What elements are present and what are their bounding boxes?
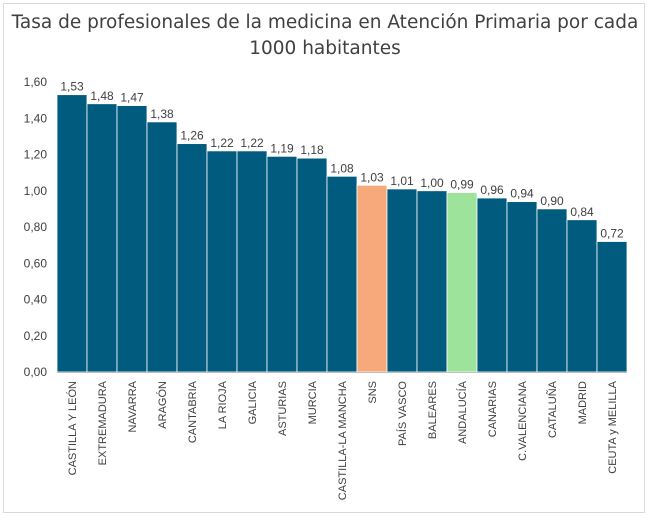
x-tick-label: EXTREMADURA	[97, 380, 109, 465]
x-tick-label: ARAGÓN	[156, 381, 169, 429]
data-label: 1,22	[210, 136, 234, 150]
x-tick-label: CANTABRIA	[187, 380, 199, 443]
chart-title-line-2: 1000 habitantes	[249, 38, 401, 59]
data-label: 1,19	[270, 141, 294, 155]
x-tick-label: SNS	[367, 381, 379, 404]
x-tick-label: ANDALUCÍA	[456, 380, 469, 444]
x-tick-label: CASTILLA Y LEÓN	[66, 381, 79, 475]
data-label: 1,00	[420, 176, 444, 190]
y-tick-label: 0,80	[24, 220, 48, 234]
bar	[146, 121, 178, 373]
bar	[566, 219, 598, 373]
x-tick-label: GALICIA	[247, 380, 259, 424]
y-tick-label: 0,40	[24, 293, 48, 307]
bar	[116, 105, 148, 373]
bar	[236, 150, 268, 373]
data-label: 0,96	[480, 183, 504, 197]
data-label: 1,18	[300, 143, 324, 157]
bar	[296, 157, 328, 373]
x-tick-label: CANARIAS	[487, 381, 499, 437]
y-tick-label: 0,60	[24, 256, 48, 270]
data-label: 1,26	[180, 129, 204, 143]
bar	[266, 155, 298, 373]
x-tick-label: CEUTA y MELILLA	[607, 380, 619, 473]
data-label: 0,90	[540, 194, 564, 208]
x-tick-label: MADRID	[577, 381, 589, 424]
chart-title: Tasa de profesionales de la medicina en …	[0, 10, 650, 62]
data-label: 1,03	[360, 170, 384, 184]
x-tick-label: CATALUÑA	[546, 380, 559, 438]
x-tick-label: CASTILLA-LA MANCHA	[337, 380, 349, 500]
data-label: 1,48	[90, 89, 114, 103]
bar	[86, 103, 118, 373]
bar	[416, 190, 448, 373]
bar	[506, 201, 538, 373]
bar	[596, 241, 628, 373]
chart-title-line-1: Tasa de profesionales de la medicina en …	[11, 12, 639, 33]
data-label: 1,47	[120, 91, 144, 105]
x-tick-label: ASTURIAS	[277, 381, 289, 436]
y-tick-label: 1,60	[24, 75, 48, 89]
bar	[56, 94, 88, 373]
x-tick-label: MURCIA	[307, 380, 319, 424]
data-label: 1,53	[60, 80, 84, 94]
data-label: 0,84	[570, 205, 594, 219]
data-label: 1,38	[150, 107, 174, 121]
data-label: 1,08	[330, 161, 354, 175]
x-tick-label: C.VALENCIANA	[517, 380, 529, 461]
data-label: 0,72	[600, 227, 624, 241]
y-tick-label: 0,00	[24, 365, 48, 379]
bar	[206, 150, 238, 373]
bar	[356, 184, 388, 373]
y-tick-label: 1,00	[24, 184, 48, 198]
x-tick-label: LA RIOJA	[217, 380, 229, 429]
data-label: 0,99	[450, 178, 474, 192]
bar	[476, 197, 508, 373]
data-label: 0,94	[510, 187, 534, 201]
y-tick-label: 0,20	[24, 329, 48, 343]
y-tick-label: 1,40	[24, 111, 48, 125]
data-label: 1,01	[390, 174, 414, 188]
y-tick-label: 1,20	[24, 148, 48, 162]
x-tick-label: NAVARRA	[127, 380, 139, 432]
data-label: 1,22	[240, 136, 264, 150]
x-tick-label: PAÍS VASCO	[396, 381, 409, 446]
bar	[386, 188, 418, 373]
x-tick-label: BALEARES	[427, 381, 439, 439]
bar	[446, 192, 478, 373]
bar	[326, 175, 358, 373]
bar	[536, 208, 568, 373]
bar	[176, 143, 208, 373]
